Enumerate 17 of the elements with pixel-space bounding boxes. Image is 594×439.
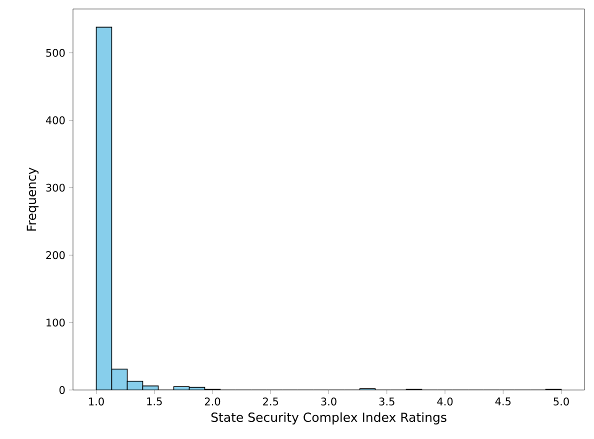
x-tick-label: 1.5 <box>147 398 162 406</box>
x-tick-label: 4.0 <box>437 398 453 406</box>
x-tick-label: 1.0 <box>89 398 104 406</box>
x-axis-title: State Security Complex Index Ratings <box>211 412 446 424</box>
x-tick-label: 2.5 <box>263 398 278 406</box>
y-tick-label: 0 <box>59 386 65 394</box>
y-tick-label: 400 <box>46 116 65 124</box>
x-tick-label: 4.5 <box>495 398 511 406</box>
y-tick-label: 300 <box>46 184 65 192</box>
x-tick-label: 2.0 <box>204 398 220 406</box>
y-tick-label: 200 <box>46 251 65 260</box>
y-tick-label: 500 <box>46 48 65 57</box>
y-axis-title: Frequency <box>26 168 39 231</box>
x-tick-label: 3.0 <box>321 398 336 406</box>
y-tick-label: 100 <box>46 318 65 327</box>
x-tick-label: 3.5 <box>379 398 394 406</box>
x-tick-label: 5.0 <box>554 398 569 406</box>
